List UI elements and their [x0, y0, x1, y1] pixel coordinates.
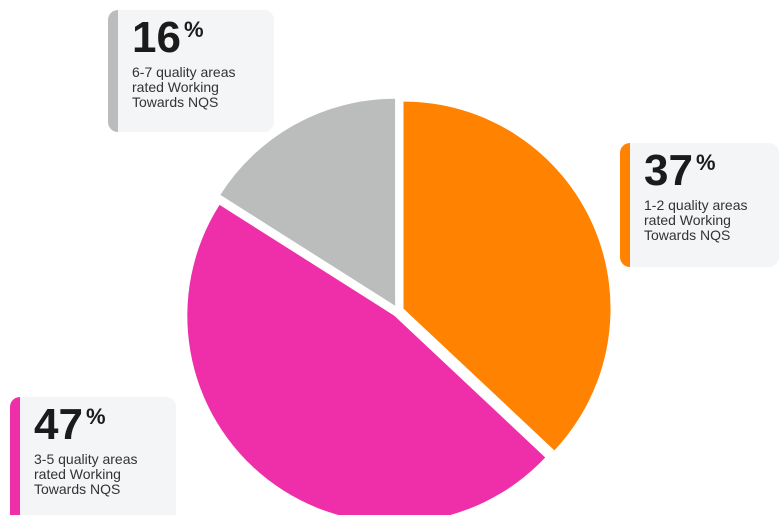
pie-slice-2: [220, 98, 396, 306]
percent-symbol: %: [85, 404, 106, 429]
pie-slice-1: [187, 204, 546, 515]
percent-value: 37: [644, 146, 693, 195]
callout-description: 1-2 quality areas rated Working Towards …: [644, 197, 748, 243]
percent-symbol: %: [183, 17, 204, 42]
callout-percent: 47%: [34, 403, 164, 447]
callout-description: 6-7 quality areas rated Working Towards …: [132, 64, 236, 110]
percent-symbol: %: [695, 150, 716, 175]
pie-slice-0: [403, 101, 611, 451]
callout-description: 3-5 quality areas rated Working Towards …: [34, 451, 138, 497]
callout-percent: 16%: [132, 16, 262, 60]
callout-6-7-areas: 16% 6-7 quality areas rated Working Towa…: [108, 10, 274, 132]
callout-1-2-areas: 37% 1-2 quality areas rated Working Towa…: [620, 143, 779, 267]
callout-percent: 37%: [644, 149, 767, 193]
percent-value: 16: [132, 13, 181, 62]
callout-3-5-areas: 47% 3-5 quality areas rated Working Towa…: [10, 397, 176, 515]
percent-value: 47: [34, 400, 83, 449]
